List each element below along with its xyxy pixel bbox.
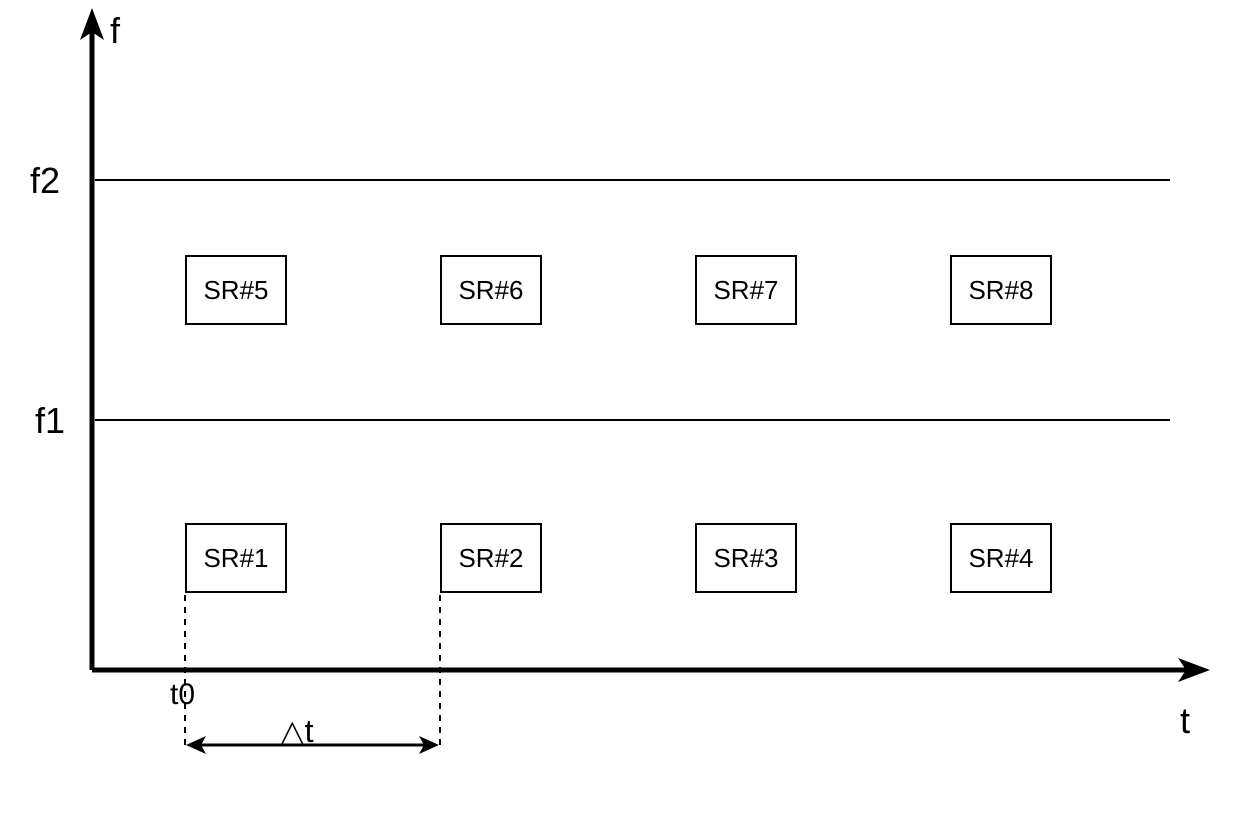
sr-box-1: SR#1: [185, 523, 287, 593]
t0-label: t0: [170, 678, 195, 712]
sr-box-label: SR#5: [203, 275, 268, 306]
sr-box-4: SR#4: [950, 523, 1052, 593]
resource-grid-diagram: f t f2 f1 t0 △t SR#5 SR#6 SR#7 SR#8 SR#1…: [0, 0, 1239, 813]
sr-box-label: SR#8: [968, 275, 1033, 306]
sr-box-5: SR#5: [185, 255, 287, 325]
f1-label: f1: [35, 400, 65, 442]
sr-box-2: SR#2: [440, 523, 542, 593]
delta-t-label: △t: [280, 712, 314, 750]
sr-box-label: SR#2: [458, 543, 523, 574]
y-axis-label: f: [110, 10, 120, 52]
f2-label: f2: [30, 160, 60, 202]
sr-box-label: SR#1: [203, 543, 268, 574]
x-axis-label: t: [1180, 700, 1190, 742]
sr-box-label: SR#7: [713, 275, 778, 306]
sr-box-7: SR#7: [695, 255, 797, 325]
sr-box-label: SR#6: [458, 275, 523, 306]
sr-box-label: SR#3: [713, 543, 778, 574]
sr-box-label: SR#4: [968, 543, 1033, 574]
sr-box-8: SR#8: [950, 255, 1052, 325]
sr-box-6: SR#6: [440, 255, 542, 325]
sr-box-3: SR#3: [695, 523, 797, 593]
